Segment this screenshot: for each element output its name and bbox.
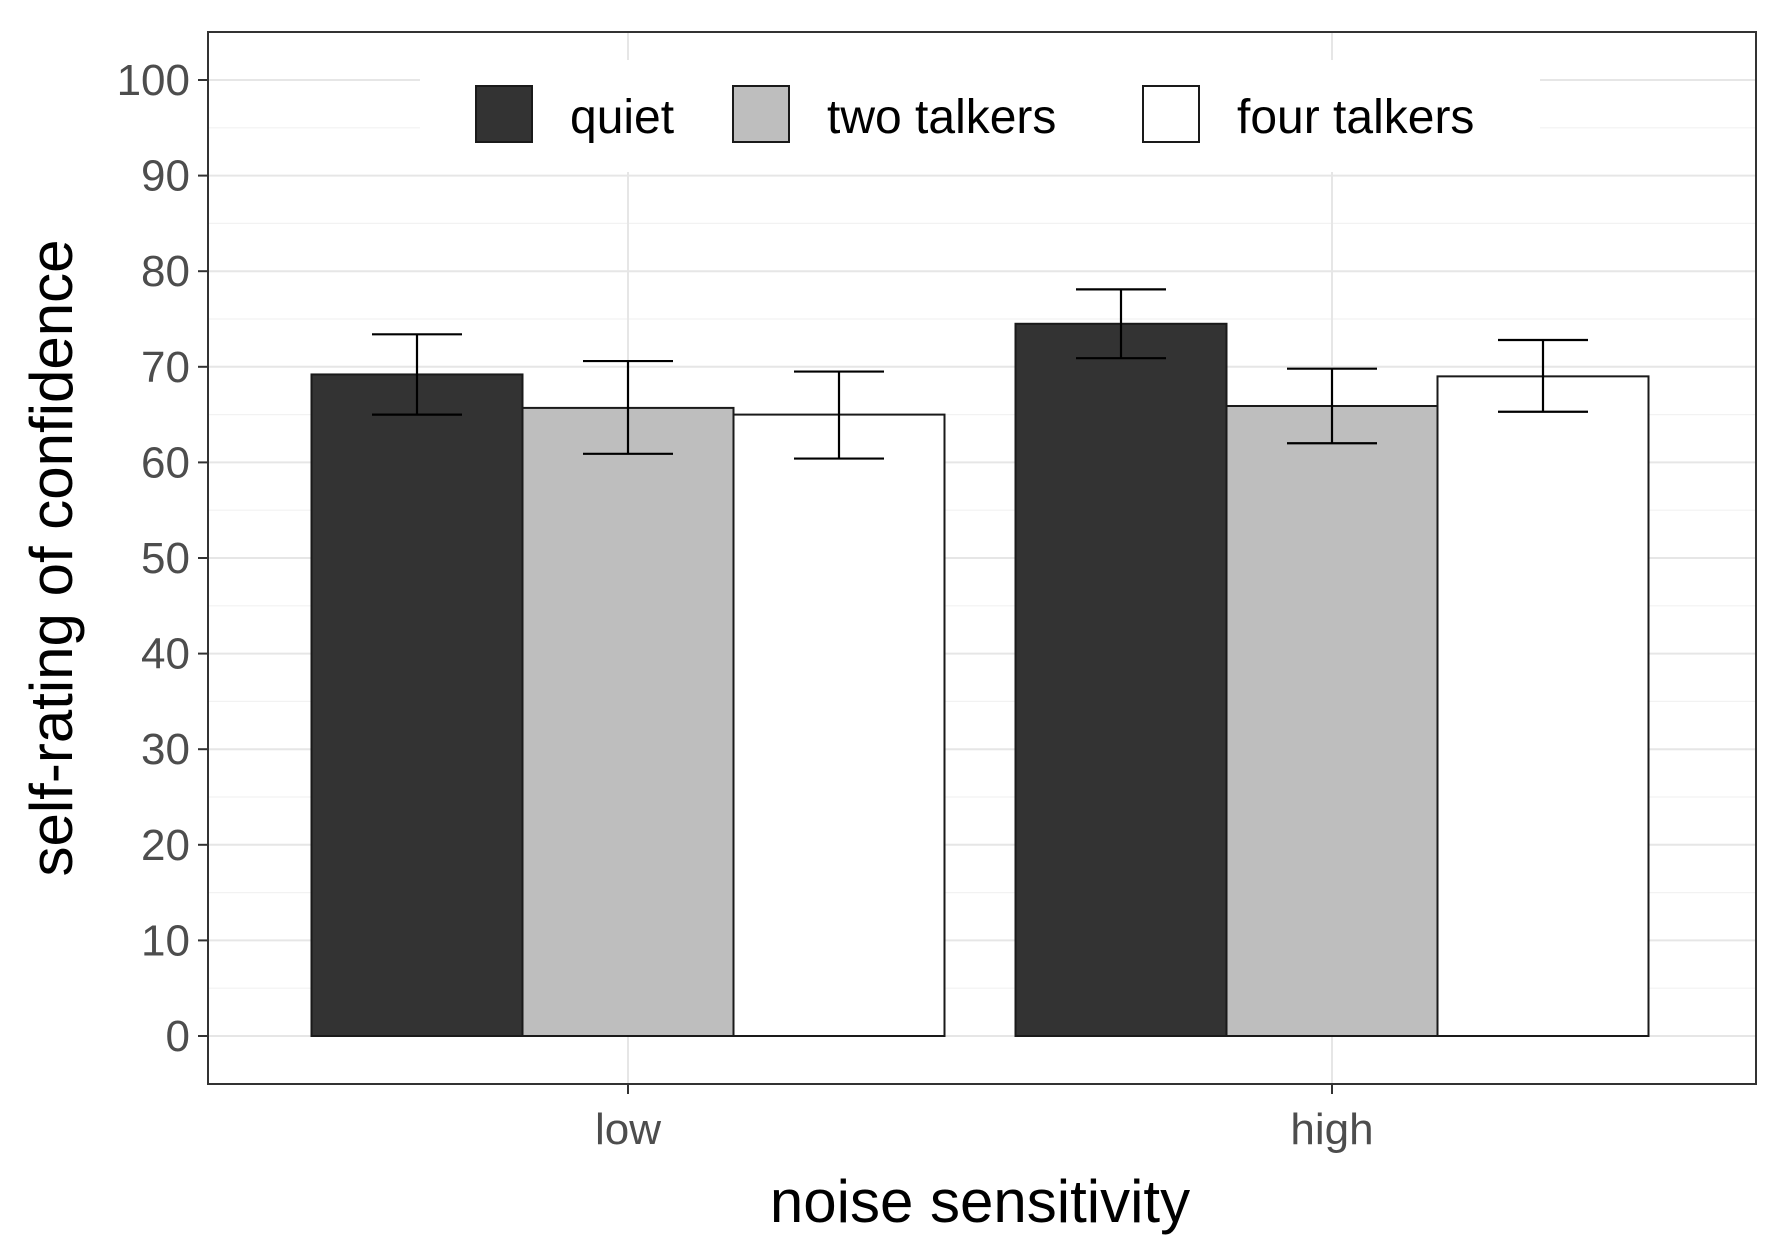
legend-item-two-talkers: two talkers bbox=[732, 85, 1056, 144]
y-tick-label: 80 bbox=[141, 247, 190, 296]
y-tick-label: 40 bbox=[141, 630, 190, 679]
y-tick-label: 50 bbox=[141, 534, 190, 583]
error-bar-quiet-low bbox=[372, 333, 462, 416]
error-bar-four-talkers-high bbox=[1498, 338, 1588, 413]
bar-quiet-low bbox=[310, 373, 524, 1037]
bar-four-talkers-low bbox=[732, 413, 946, 1038]
bar-quiet-high bbox=[1014, 322, 1228, 1037]
y-tick-label: 70 bbox=[141, 343, 190, 392]
error-bar-four-talkers-low bbox=[794, 370, 884, 460]
bar-four-talkers-high bbox=[1436, 375, 1650, 1037]
error-bar-two-talkers-high bbox=[1287, 367, 1377, 445]
legend-label: quiet bbox=[570, 91, 674, 144]
y-axis: 0 10 20 30 40 50 60 70 80 90 100 bbox=[117, 56, 208, 1061]
bars bbox=[310, 322, 1650, 1038]
error-bar-quiet-high bbox=[1076, 288, 1166, 360]
y-tick-label: 100 bbox=[117, 56, 190, 105]
x-axis-title: noise sensitivity bbox=[770, 1168, 1190, 1235]
x-axis: low high bbox=[595, 1084, 1374, 1154]
y-tick-label: 20 bbox=[141, 821, 190, 870]
legend-background bbox=[420, 60, 1540, 172]
x-tick-label-low: low bbox=[595, 1105, 661, 1154]
legend-swatch bbox=[732, 85, 790, 143]
legend-swatch bbox=[475, 85, 533, 143]
y-tick-label: 0 bbox=[166, 1012, 190, 1061]
legend: quiet two talkers four talkers bbox=[420, 60, 1540, 172]
error-bars bbox=[372, 288, 1588, 460]
y-tick-label: 10 bbox=[141, 916, 190, 965]
bar-two-talkers-low bbox=[521, 406, 735, 1037]
legend-label: two talkers bbox=[827, 91, 1056, 144]
y-tick-label: 60 bbox=[141, 438, 190, 487]
bar-two-talkers-high bbox=[1225, 404, 1439, 1038]
y-tick-label: 90 bbox=[141, 152, 190, 201]
legend-label: four talkers bbox=[1237, 91, 1474, 144]
legend-swatch bbox=[1142, 85, 1200, 143]
y-tick-label: 30 bbox=[141, 725, 190, 774]
legend-item-four-talkers: four talkers bbox=[1142, 85, 1474, 144]
y-axis-title: self-rating of confidence bbox=[18, 239, 85, 876]
x-tick-label-high: high bbox=[1290, 1105, 1373, 1154]
legend-item-quiet: quiet bbox=[475, 85, 674, 144]
error-bar-two-talkers-low bbox=[583, 359, 673, 455]
